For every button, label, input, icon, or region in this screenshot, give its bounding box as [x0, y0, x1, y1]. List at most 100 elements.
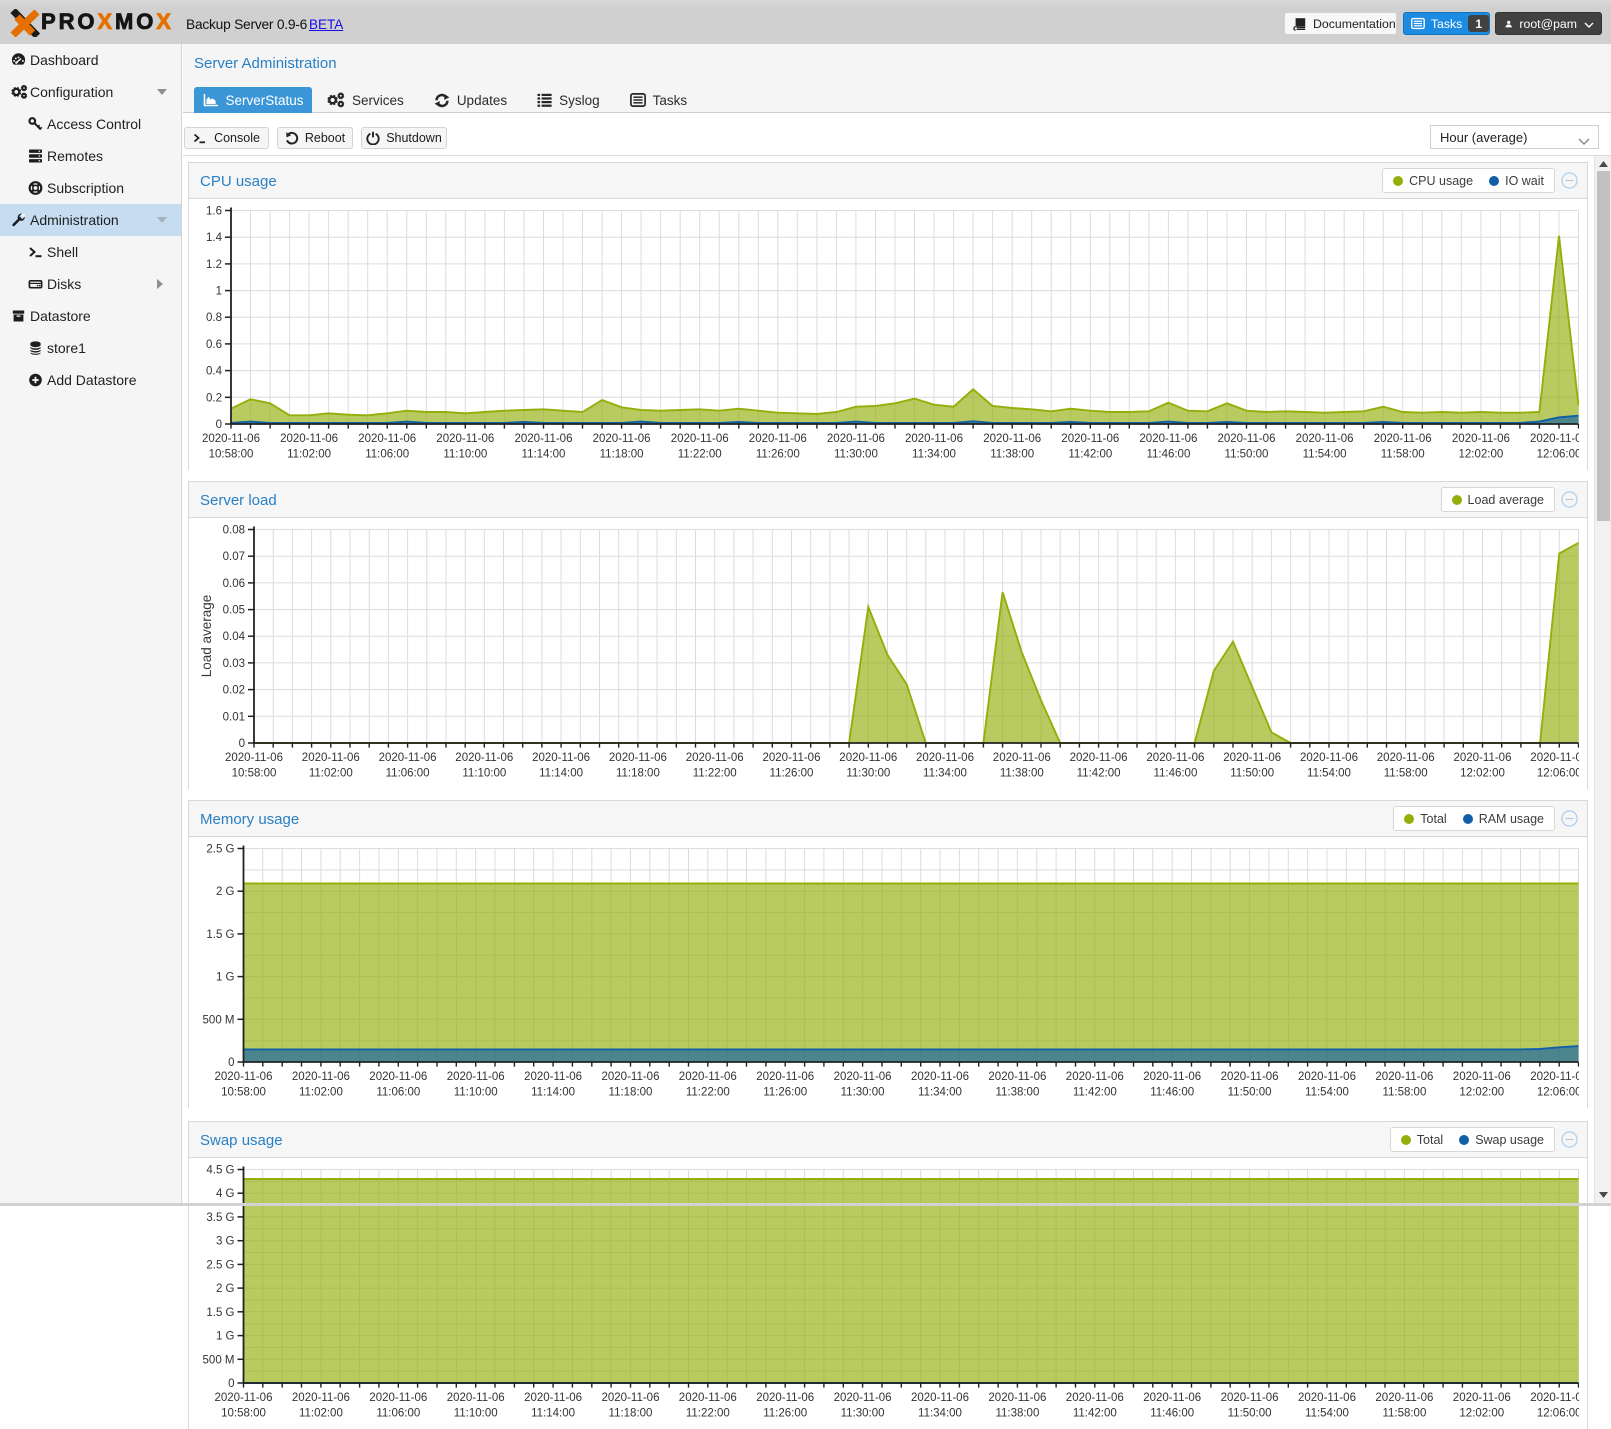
svg-text:2020-11-06: 2020-11-06	[1375, 1392, 1433, 1404]
svg-text:11:58:00: 11:58:00	[1382, 1087, 1426, 1099]
svg-text:4.5 G: 4.5 G	[206, 1165, 234, 1177]
svg-text:11:06:00: 11:06:00	[386, 768, 430, 780]
svg-text:2020-11-06: 2020-11-06	[993, 752, 1051, 764]
svg-text:4 G: 4 G	[216, 1188, 235, 1200]
svg-text:2020-11-06: 2020-11-06	[916, 752, 974, 764]
svg-text:2020-11-06: 2020-11-06	[379, 752, 437, 764]
svg-text:11:50:00: 11:50:00	[1230, 768, 1274, 780]
svg-text:2020-11-06: 2020-11-06	[524, 1071, 582, 1083]
svg-text:11:38:00: 11:38:00	[1000, 768, 1044, 780]
svg-text:2020-11-06: 2020-11-06	[1070, 752, 1128, 764]
svg-text:2020-11-06: 2020-11-06	[455, 752, 513, 764]
svg-text:2020-11-06: 2020-11-06	[1530, 1071, 1579, 1083]
svg-text:2020-11-06: 2020-11-06	[671, 433, 729, 445]
svg-text:11:42:00: 11:42:00	[1077, 768, 1121, 780]
svg-text:2020-11-06: 2020-11-06	[911, 1392, 969, 1404]
svg-text:2020-11-06: 2020-11-06	[1146, 752, 1204, 764]
svg-text:2020-11-06: 2020-11-06	[202, 433, 260, 445]
svg-text:11:06:00: 11:06:00	[376, 1087, 420, 1099]
svg-text:2020-11-06: 2020-11-06	[1221, 1392, 1279, 1404]
svg-text:2020-11-06: 2020-11-06	[988, 1071, 1046, 1083]
svg-text:0: 0	[239, 738, 245, 750]
svg-text:11:02:00: 11:02:00	[287, 449, 331, 461]
svg-text:11:50:00: 11:50:00	[1225, 449, 1269, 461]
svg-text:2020-11-06: 2020-11-06	[1530, 1392, 1579, 1404]
svg-text:11:14:00: 11:14:00	[539, 768, 583, 780]
svg-text:0.6: 0.6	[206, 339, 222, 351]
svg-text:3.5 G: 3.5 G	[206, 1212, 234, 1224]
svg-text:2020-11-06: 2020-11-06	[834, 1071, 892, 1083]
svg-text:2020-11-06: 2020-11-06	[225, 752, 283, 764]
svg-text:2020-11-06: 2020-11-06	[756, 1392, 814, 1404]
svg-text:2020-11-06: 2020-11-06	[1143, 1392, 1201, 1404]
svg-text:2020-11-06: 2020-11-06	[1452, 433, 1510, 445]
svg-text:0.4: 0.4	[206, 366, 223, 378]
svg-text:11:42:00: 11:42:00	[1073, 1408, 1117, 1420]
svg-text:2020-11-06: 2020-11-06	[1143, 1071, 1201, 1083]
svg-text:11:22:00: 11:22:00	[686, 1408, 730, 1420]
svg-text:2020-11-06: 2020-11-06	[1530, 752, 1579, 764]
svg-text:2020-11-06: 2020-11-06	[524, 1392, 582, 1404]
svg-text:12:02:00: 12:02:00	[1459, 1408, 1504, 1420]
svg-text:2020-11-06: 2020-11-06	[1298, 1392, 1356, 1404]
svg-text:11:34:00: 11:34:00	[912, 449, 956, 461]
svg-text:11:26:00: 11:26:00	[770, 768, 814, 780]
svg-text:2020-11-06: 2020-11-06	[988, 1392, 1046, 1404]
svg-text:500 M: 500 M	[203, 1014, 235, 1026]
svg-text:1.5 G: 1.5 G	[206, 1307, 234, 1319]
svg-text:2020-11-06: 2020-11-06	[1296, 433, 1354, 445]
svg-text:2020-11-06: 2020-11-06	[1375, 1071, 1433, 1083]
svg-text:11:50:00: 11:50:00	[1228, 1408, 1272, 1420]
svg-text:11:02:00: 11:02:00	[299, 1087, 343, 1099]
svg-text:2020-11-06: 2020-11-06	[215, 1071, 273, 1083]
svg-text:2020-11-06: 2020-11-06	[215, 1392, 273, 1404]
svg-text:2020-11-06: 2020-11-06	[756, 1071, 814, 1083]
svg-text:2020-11-06: 2020-11-06	[1300, 752, 1358, 764]
svg-text:2.5 G: 2.5 G	[206, 844, 234, 856]
svg-text:11:06:00: 11:06:00	[376, 1408, 420, 1420]
svg-text:11:18:00: 11:18:00	[609, 1408, 653, 1420]
svg-text:12:06:00: 12:06:00	[1537, 1408, 1579, 1420]
svg-text:11:10:00: 11:10:00	[454, 1087, 498, 1099]
svg-text:12:06:00: 12:06:00	[1537, 449, 1579, 461]
svg-text:11:06:00: 11:06:00	[365, 449, 409, 461]
svg-text:11:22:00: 11:22:00	[686, 1087, 730, 1099]
svg-text:2020-11-06: 2020-11-06	[302, 752, 360, 764]
svg-text:11:30:00: 11:30:00	[841, 1087, 885, 1099]
svg-text:11:54:00: 11:54:00	[1305, 1087, 1349, 1099]
svg-text:2020-11-06: 2020-11-06	[1298, 1071, 1356, 1083]
svg-text:2020-11-06: 2020-11-06	[1139, 433, 1197, 445]
svg-text:2020-11-06: 2020-11-06	[1218, 433, 1276, 445]
svg-text:0.06: 0.06	[223, 578, 245, 590]
svg-text:11:58:00: 11:58:00	[1384, 768, 1428, 780]
svg-text:0.8: 0.8	[206, 312, 222, 324]
svg-text:11:38:00: 11:38:00	[990, 449, 1034, 461]
svg-text:11:58:00: 11:58:00	[1382, 1408, 1426, 1420]
svg-text:11:34:00: 11:34:00	[918, 1408, 962, 1420]
svg-text:11:42:00: 11:42:00	[1073, 1087, 1117, 1099]
svg-text:2020-11-06: 2020-11-06	[532, 752, 590, 764]
svg-text:11:14:00: 11:14:00	[531, 1087, 575, 1099]
svg-text:2020-11-06: 2020-11-06	[1374, 433, 1432, 445]
svg-text:11:10:00: 11:10:00	[454, 1408, 498, 1420]
svg-text:11:02:00: 11:02:00	[309, 768, 353, 780]
svg-text:2020-11-06: 2020-11-06	[602, 1071, 660, 1083]
svg-text:0.2: 0.2	[206, 392, 222, 404]
svg-text:2 G: 2 G	[216, 1283, 235, 1295]
svg-text:1.2: 1.2	[206, 259, 222, 271]
svg-text:0.07: 0.07	[223, 551, 245, 563]
svg-text:0.04: 0.04	[223, 631, 246, 643]
svg-text:11:02:00: 11:02:00	[299, 1408, 343, 1420]
svg-text:1 G: 1 G	[216, 1331, 235, 1343]
svg-text:2020-11-06: 2020-11-06	[763, 752, 821, 764]
svg-text:11:54:00: 11:54:00	[1303, 449, 1347, 461]
svg-text:2020-11-06: 2020-11-06	[358, 433, 416, 445]
svg-text:Load average: Load average	[199, 595, 214, 678]
svg-text:11:26:00: 11:26:00	[763, 1408, 807, 1420]
svg-text:2020-11-06: 2020-11-06	[679, 1392, 737, 1404]
svg-text:0.08: 0.08	[223, 525, 245, 537]
svg-text:11:26:00: 11:26:00	[756, 449, 800, 461]
svg-text:11:38:00: 11:38:00	[995, 1087, 1039, 1099]
svg-text:2020-11-06: 2020-11-06	[292, 1392, 350, 1404]
svg-text:2020-11-06: 2020-11-06	[292, 1071, 350, 1083]
